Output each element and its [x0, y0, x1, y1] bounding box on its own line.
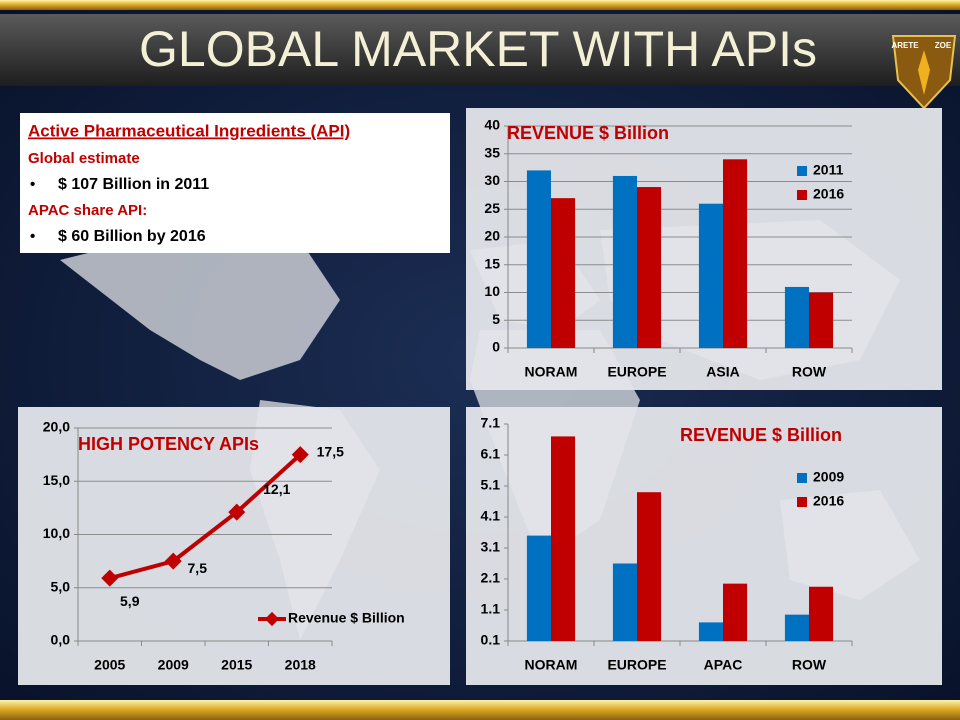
top-band [0, 0, 960, 10]
legend-label: Revenue $ Billion [288, 610, 405, 626]
y-tick-label: 1.1 [481, 601, 501, 617]
slide-title: GLOBAL MARKET WITH APIs [139, 21, 817, 77]
logo-text: ZOE [935, 41, 952, 50]
y-tick-label: 10 [484, 283, 500, 299]
legend-label: 2009 [813, 469, 844, 485]
info-bullet: $ 60 Billion by 2016 [58, 228, 206, 245]
y-tick-label: 3.1 [481, 539, 501, 555]
x-tick-label: ASIA [706, 364, 739, 380]
y-tick-label: 30 [484, 172, 500, 188]
x-tick-label: ROW [792, 364, 827, 380]
bar [526, 170, 551, 348]
legend-label: 2011 [813, 162, 844, 178]
y-tick-label: 5.1 [481, 477, 501, 493]
y-tick-label: 25 [484, 200, 500, 216]
logo: ARETE ZOE [891, 35, 957, 110]
x-tick-label: 2015 [221, 657, 252, 673]
x-tick-label: 2005 [94, 657, 125, 673]
info-box [20, 113, 450, 253]
y-tick-label: 35 [484, 144, 500, 160]
data-label: 17,5 [317, 443, 344, 459]
info-bullet: $ 107 Billion in 2011 [58, 176, 209, 193]
legend-swatch [797, 497, 807, 507]
bar [612, 563, 637, 641]
x-tick-label: APAC [704, 657, 743, 673]
y-tick-label: 0 [492, 339, 500, 355]
x-tick-label: NORAM [525, 364, 578, 380]
bullet: • [30, 176, 35, 193]
bar [723, 583, 748, 641]
legend-label: 2016 [813, 493, 844, 509]
bar [698, 622, 723, 641]
y-tick-label: 15,0 [43, 472, 70, 488]
legend-label: 2016 [813, 186, 844, 202]
bar [612, 175, 637, 348]
info-label: APAC share API: [28, 202, 147, 219]
y-tick-label: 0.1 [481, 632, 501, 648]
bottom-band [0, 700, 960, 720]
logo-text: ARETE [891, 41, 919, 50]
chart-title: REVENUE $ Billion [680, 425, 842, 445]
legend-swatch [797, 473, 807, 483]
bar [784, 614, 809, 641]
legend-marker [264, 611, 280, 627]
marker [291, 446, 309, 464]
y-tick-label: 6.1 [481, 446, 501, 462]
x-tick-label: EUROPE [607, 364, 666, 380]
y-tick-label: 5,0 [51, 578, 71, 594]
x-tick-label: NORAM [525, 657, 578, 673]
bar [637, 492, 662, 641]
info-label: Global estimate [28, 150, 140, 167]
legend-swatch [797, 190, 807, 200]
bar [723, 159, 748, 348]
line [109, 453, 302, 581]
data-label: 7,5 [188, 560, 208, 576]
y-tick-label: 20 [484, 228, 500, 244]
x-tick-label: 2018 [285, 657, 316, 673]
y-tick-label: 7.1 [481, 415, 501, 431]
bullet: • [30, 228, 35, 245]
y-tick-label: 4.1 [481, 508, 501, 524]
bar [637, 187, 662, 348]
bar [526, 535, 551, 641]
y-tick-label: 0,0 [51, 632, 71, 648]
marker [164, 552, 182, 570]
data-label: 12,1 [263, 481, 290, 497]
chart-title: REVENUE $ Billion [507, 123, 669, 143]
y-tick-label: 5 [492, 311, 500, 327]
info-heading: Active Pharmaceutical Ingredients (API) [28, 121, 350, 140]
marker [228, 503, 246, 521]
y-tick-label: 20,0 [43, 419, 70, 435]
x-tick-label: 2009 [158, 657, 189, 673]
y-tick-label: 10,0 [43, 525, 70, 541]
y-tick-label: 2.1 [481, 570, 501, 586]
y-tick-label: 15 [484, 255, 500, 271]
x-tick-label: ROW [792, 657, 827, 673]
chart-title: HIGH POTENCY APIs [78, 434, 259, 454]
legend-swatch [797, 166, 807, 176]
data-label: 5,9 [120, 593, 140, 609]
bar [551, 198, 576, 348]
marker [101, 569, 119, 587]
bar [551, 436, 576, 641]
y-tick-label: 40 [484, 117, 500, 133]
chart-panel [18, 407, 450, 685]
bar [809, 292, 834, 348]
title-bar [0, 14, 960, 86]
bar [784, 286, 809, 348]
x-tick-label: EUROPE [607, 657, 666, 673]
bar [809, 586, 834, 641]
bar [698, 203, 723, 348]
